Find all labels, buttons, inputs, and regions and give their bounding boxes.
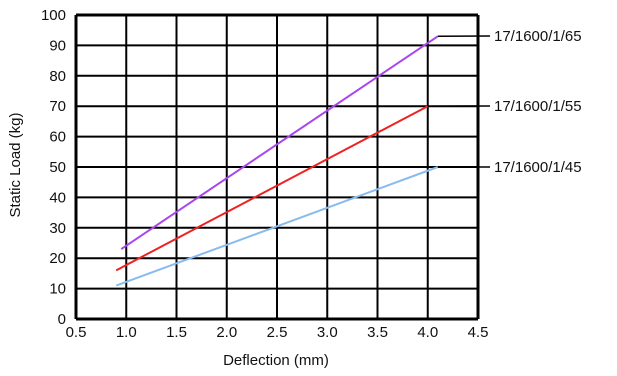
x-tick-label: 1.0 bbox=[116, 324, 137, 341]
y-axis-title: Static Load (kg) bbox=[7, 112, 24, 217]
series-labels: 17/1600/1/65 17/1600/1/55 17/1600/1/45 bbox=[494, 28, 582, 176]
y-tick-label: 30 bbox=[49, 220, 66, 237]
y-tick-label: 40 bbox=[49, 189, 66, 206]
y-tick-label: 70 bbox=[49, 98, 66, 115]
y-tick-label: 100 bbox=[41, 7, 66, 24]
y-tick-label: 60 bbox=[49, 129, 66, 146]
series-line bbox=[120, 35, 439, 250]
x-tick-label: 3.0 bbox=[317, 324, 338, 341]
y-tick-label: 80 bbox=[49, 68, 66, 85]
x-axis-title: Deflection (mm) bbox=[223, 352, 329, 369]
x-tick-label: 4.5 bbox=[468, 324, 489, 341]
x-tick-label: 2.0 bbox=[216, 324, 237, 341]
y-tick-label: 20 bbox=[49, 250, 66, 267]
x-tick-label: 0.5 bbox=[66, 324, 87, 341]
x-tick-label: 2.5 bbox=[267, 324, 288, 341]
series-label: 17/1600/1/45 bbox=[494, 159, 582, 176]
series-line bbox=[115, 166, 439, 287]
series-lines bbox=[115, 35, 439, 287]
x-tick-label: 1.5 bbox=[166, 324, 187, 341]
series-label: 17/1600/1/55 bbox=[494, 98, 582, 115]
y-tick-label: 0 bbox=[58, 311, 66, 328]
series-leader-lines bbox=[427, 35, 491, 168]
series-line bbox=[115, 105, 429, 272]
x-axis-ticks: 0.5 1.0 1.5 2.0 2.5 3.0 3.5 4.0 4.5 bbox=[66, 324, 489, 341]
series-label: 17/1600/1/65 bbox=[494, 28, 582, 45]
grid bbox=[74, 13, 480, 321]
y-tick-label: 50 bbox=[49, 159, 66, 176]
x-tick-label: 3.5 bbox=[367, 324, 388, 341]
y-tick-label: 10 bbox=[49, 281, 66, 298]
y-axis-ticks: 0 10 20 30 40 50 60 70 80 90 100 bbox=[41, 7, 66, 328]
x-tick-label: 4.0 bbox=[417, 324, 438, 341]
y-tick-label: 90 bbox=[49, 37, 66, 54]
